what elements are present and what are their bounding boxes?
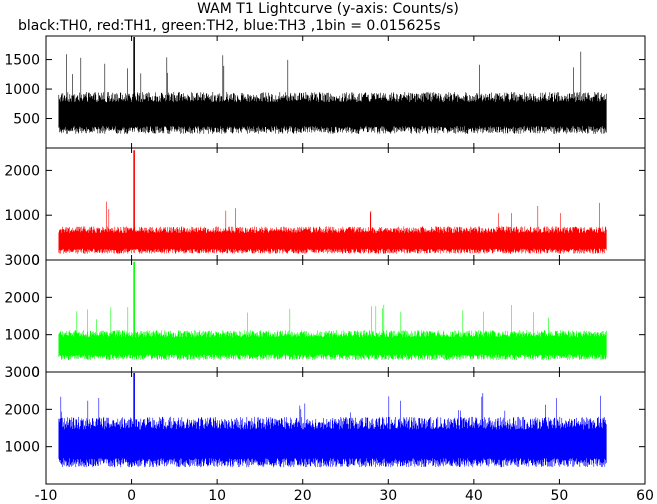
y-tick-label: 1500 <box>4 53 40 69</box>
chart-subtitle: black:TH0, red:TH1, green:TH2, blue:TH3 … <box>18 18 441 34</box>
y-tick-label: 3000 <box>4 253 40 269</box>
chart-title: WAM T1 Lightcurve (y-axis: Counts/s) <box>197 1 459 17</box>
y-tick-label: 1000 <box>4 208 40 224</box>
x-tick-label: 0 <box>127 488 136 504</box>
y-tick-label: 1000 <box>4 82 40 98</box>
x-tick-label: 40 <box>465 488 483 504</box>
x-tick-label: 20 <box>294 488 312 504</box>
panel-th0: 500 1000 1500 <box>4 35 646 149</box>
y-tick-label: 500 <box>13 112 40 128</box>
panel-th3: 1000 2000 3000 <box>4 365 646 485</box>
y-tick-label: 0 <box>31 253 40 269</box>
panel-frame <box>45 371 646 485</box>
panel-th2: 0 1000 2000 3000 <box>4 253 646 381</box>
panel-th1: 0 1000 2000 <box>4 147 646 269</box>
x-tick-label: 50 <box>551 488 569 504</box>
y-tick-label: 0 <box>31 365 40 381</box>
y-tick-label: 1000 <box>4 440 40 456</box>
panel-frame <box>45 35 646 149</box>
series-th1 <box>58 201 607 254</box>
x-axis-labels: -10 0 10 20 30 40 50 60 <box>35 488 654 504</box>
x-tick-label: 60 <box>636 488 654 504</box>
y-tick-label: 1000 <box>4 328 40 344</box>
y-tick-label: 3000 <box>4 365 40 381</box>
x-tick-label: -10 <box>35 488 58 504</box>
x-tick-label: 10 <box>208 488 226 504</box>
x-tick-label: 30 <box>379 488 397 504</box>
y-tick-label: 2000 <box>4 290 40 306</box>
series-th2 <box>58 304 607 360</box>
series-th3 <box>58 393 607 468</box>
y-tick-label: 2000 <box>4 163 40 179</box>
y-tick-label: 2000 <box>4 402 40 418</box>
series-th0 <box>58 51 607 134</box>
